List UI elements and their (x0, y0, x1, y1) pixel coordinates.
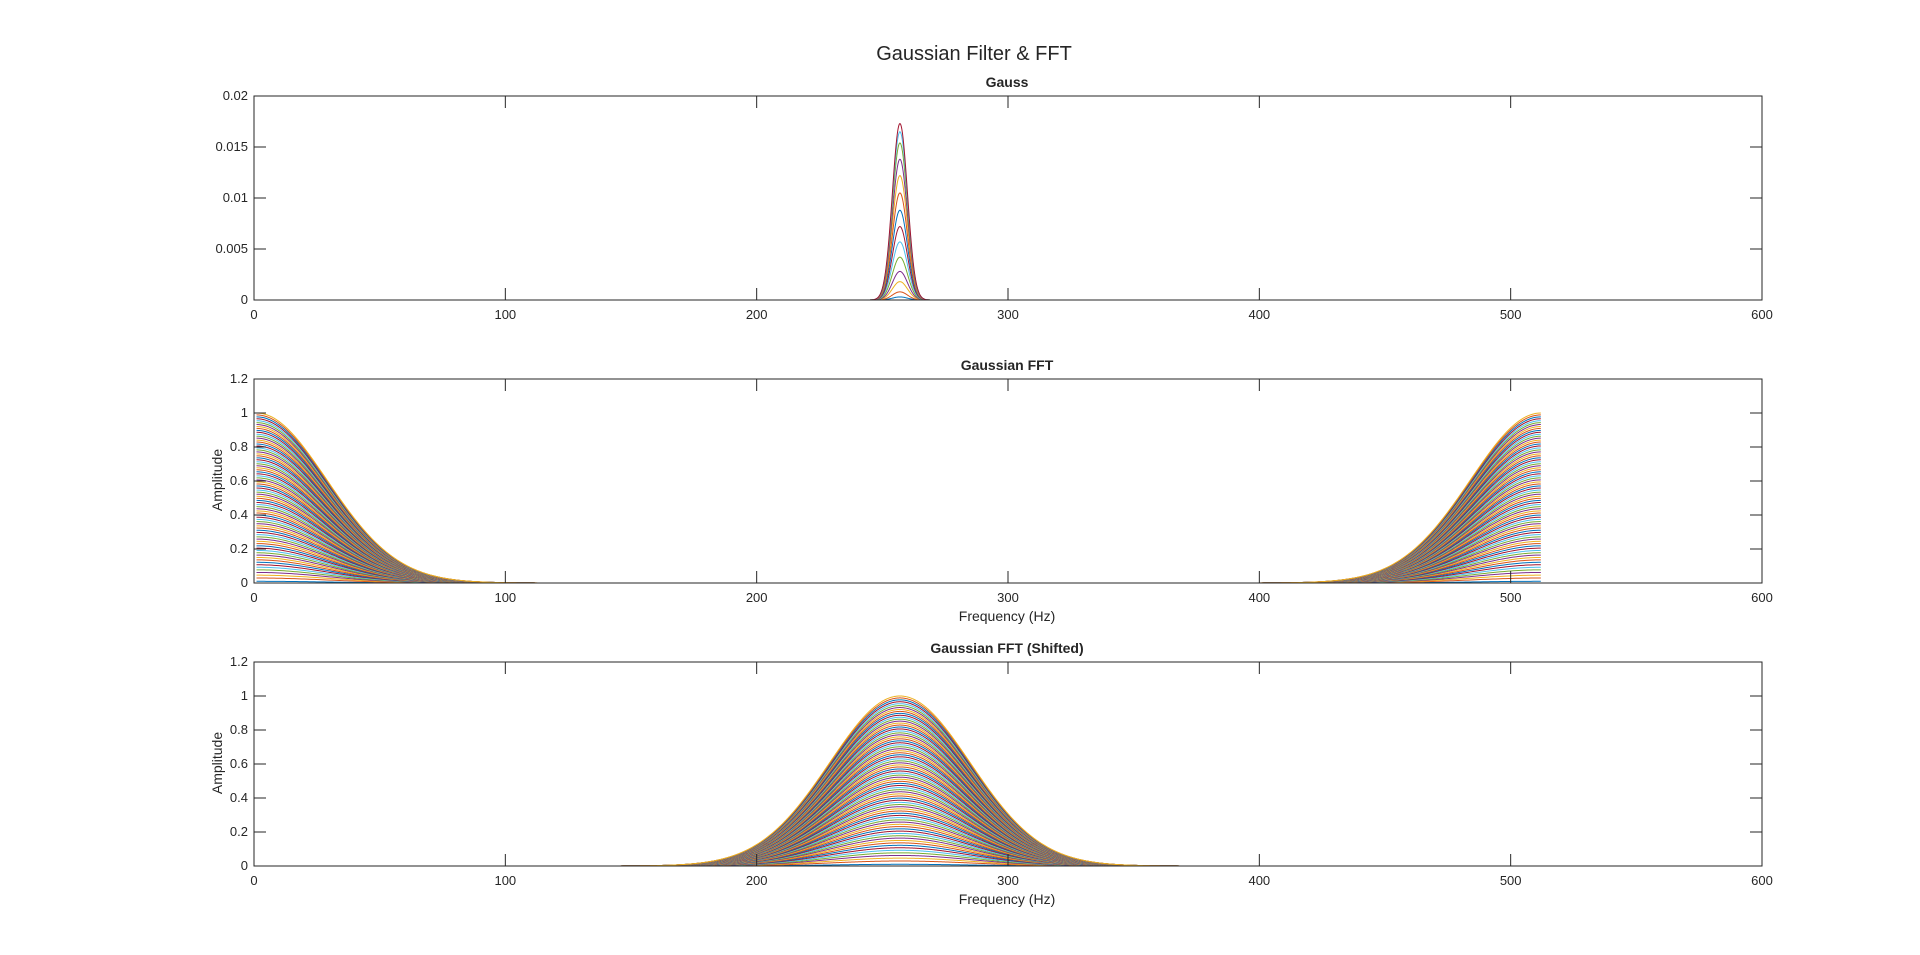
subplot-gaussian-fft-shifted-xlabel: Frequency (Hz) (959, 891, 1055, 907)
x-tick-label: 400 (1248, 873, 1270, 888)
x-tick-label: 600 (1751, 307, 1773, 322)
y-tick-label: 1 (241, 688, 248, 703)
x-tick-label: 0 (250, 873, 257, 888)
y-tick-label: 0.2 (230, 541, 248, 556)
x-tick-label: 300 (997, 873, 1019, 888)
x-tick-label: 100 (494, 590, 516, 605)
x-tick-label: 400 (1248, 590, 1270, 605)
y-tick-label: 0.8 (230, 439, 248, 454)
subplot-gauss: Gauss 0 100 200 300 400 500 600 0 0.005 0.01 0.015… (215, 74, 1772, 322)
subplot-gaussian-fft-ylabel: Amplitude (209, 449, 225, 511)
x-tick-label: 0 (250, 307, 257, 322)
y-tick-label: 0.4 (230, 507, 248, 522)
subplot-gauss-title: Gauss (986, 74, 1029, 90)
figure-suptitle: Gaussian Filter & FFT (876, 43, 1072, 65)
x-tick-label: 200 (746, 873, 768, 888)
x-tick-label: 200 (746, 590, 768, 605)
x-tick-label: 100 (494, 307, 516, 322)
subplot-gauss-plot-area: 0 100 200 300 400 500 600 0 0.005 0.01 0.015 0.02 (215, 88, 1772, 322)
x-tick-label: 600 (1751, 590, 1773, 605)
y-tick-label: 0.4 (230, 790, 248, 805)
y-tick-label: 0.01 (223, 190, 248, 205)
y-tick-label: 1 (241, 405, 248, 420)
y-tick-label: 0 (241, 858, 248, 873)
subplot-gaussian-fft-shifted-ylabel: Amplitude (209, 732, 225, 794)
x-tick-label: 0 (250, 590, 257, 605)
x-tick-label: 500 (1500, 307, 1522, 322)
y-tick-label: 0.005 (215, 241, 248, 256)
y-tick-label: 0 (241, 292, 248, 307)
y-tick-label: 1.2 (230, 371, 248, 386)
y-tick-label: 0.015 (215, 139, 248, 154)
y-tick-label: 0.6 (230, 473, 248, 488)
subplot-gaussian-fft-shifted-plot-area: 0 100 200 300 400 500 600 0 0.2 0.4 0.6 0.8 1 1.2 (230, 654, 1773, 888)
subplot-gaussian-fft-plot-area: 0 100 200 300 400 500 600 0 0.2 0.4 0.6 0.8 1 1.2 (230, 371, 1773, 605)
x-tick-label: 200 (746, 307, 768, 322)
subplot-gaussian-fft-xlabel: Frequency (Hz) (959, 608, 1055, 624)
y-tick-label: 0.6 (230, 756, 248, 771)
x-tick-label: 500 (1500, 873, 1522, 888)
subplot-gaussian-fft-shifted-title: Gaussian FFT (Shifted) (930, 640, 1083, 656)
x-tick-label: 300 (997, 307, 1019, 322)
y-tick-label: 1.2 (230, 654, 248, 669)
x-tick-label: 600 (1751, 873, 1773, 888)
subplot-gaussian-fft-title: Gaussian FFT (961, 357, 1054, 373)
x-tick-label: 300 (997, 590, 1019, 605)
x-tick-label: 400 (1248, 307, 1270, 322)
x-tick-label: 100 (494, 873, 516, 888)
y-tick-label: 0.2 (230, 824, 248, 839)
y-tick-label: 0.8 (230, 722, 248, 737)
y-tick-label: 0 (241, 575, 248, 590)
x-tick-label: 500 (1500, 590, 1522, 605)
subplot-gaussian-fft-shifted: Gaussian FFT (Shifted) Frequency (Hz) Am… (209, 640, 1773, 907)
y-tick-label: 0.02 (223, 88, 248, 103)
subplot-gaussian-fft: Gaussian FFT Frequency (Hz) Amplitude 0 1… (209, 357, 1773, 624)
